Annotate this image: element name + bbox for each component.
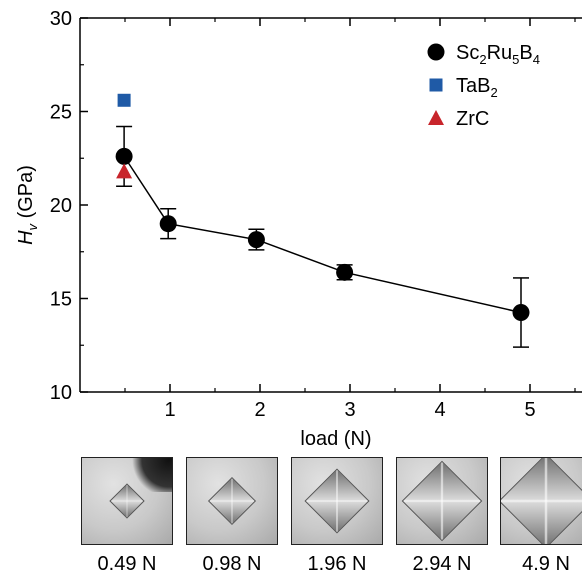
legend-marker — [428, 110, 444, 125]
data-point — [115, 147, 133, 165]
legend-marker — [427, 43, 445, 61]
y-tick-label: 20 — [50, 195, 72, 217]
y-axis-title: Hv (GPa) — [15, 165, 40, 245]
x-tick-label: 3 — [344, 399, 355, 421]
micrograph-4 — [396, 457, 488, 545]
micrograph-dark-region — [132, 458, 172, 492]
legend-label: Sc2Ru5B4 — [456, 42, 540, 67]
data-point — [117, 93, 131, 107]
micrograph-5 — [500, 457, 582, 545]
y-tick-label: 25 — [50, 102, 72, 124]
y-tick-label: 30 — [50, 8, 72, 30]
x-tick-label: 5 — [524, 399, 535, 421]
indent-mark-5 — [501, 458, 582, 544]
indent-mark-2 — [207, 476, 257, 526]
micrograph-label-3: 1.96 N — [307, 553, 367, 575]
series-line-0 — [123, 155, 522, 314]
legend-label: TaB2 — [456, 75, 498, 100]
data-point — [336, 263, 354, 281]
data-point — [116, 163, 133, 179]
y-tick-label: 10 — [50, 382, 72, 404]
legend-label: ZrC — [456, 108, 489, 130]
micrograph-label-4: 2.94 N — [412, 553, 472, 575]
data-point — [512, 304, 530, 322]
data-point — [247, 231, 265, 249]
x-axis-title: load (N) — [300, 428, 371, 450]
micrograph-label-5: 4.9 N — [522, 553, 570, 575]
micrograph-label-2: 0.98 N — [202, 553, 262, 575]
x-tick-label: 1 — [164, 399, 175, 421]
x-tick-label: 4 — [434, 399, 445, 421]
data-point — [159, 215, 177, 233]
micrograph-label-1: 0.49 N — [97, 553, 157, 575]
micrograph-3 — [291, 457, 383, 545]
indent-mark-3 — [304, 468, 370, 534]
micrograph-1 — [81, 457, 173, 545]
y-tick-label: 15 — [50, 289, 72, 311]
x-tick-label: 2 — [254, 399, 265, 421]
legend-marker — [429, 78, 443, 92]
micrograph-2 — [186, 457, 278, 545]
indent-mark-4 — [401, 460, 483, 542]
